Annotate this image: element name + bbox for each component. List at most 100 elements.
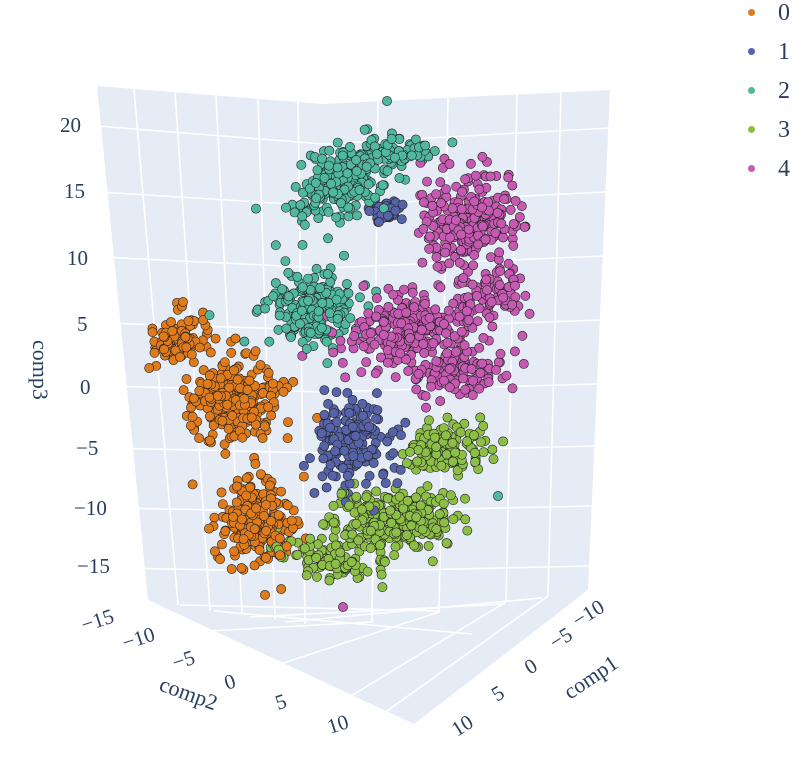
data-point-series-4[interactable] (477, 202, 487, 213)
data-point-series-0[interactable] (251, 503, 261, 514)
data-point-series-2[interactable] (386, 133, 397, 144)
data-point-series-4[interactable] (459, 340, 470, 351)
data-point-series-2[interactable] (270, 240, 281, 251)
data-point-series-3[interactable] (488, 454, 499, 464)
data-point-series-3[interactable] (429, 432, 440, 443)
data-point-series-4[interactable] (435, 282, 446, 293)
data-point-series-3[interactable] (441, 449, 452, 460)
data-point-series-4[interactable] (407, 287, 418, 298)
data-point-series-4[interactable] (516, 201, 527, 212)
data-point-series-0[interactable] (226, 347, 237, 358)
data-point-series-3[interactable] (361, 492, 372, 502)
data-point-series-0[interactable] (230, 333, 241, 344)
data-point-series-1[interactable] (342, 470, 353, 481)
data-point-series-2[interactable] (328, 187, 339, 198)
data-point-series-4[interactable] (371, 311, 382, 322)
data-point-series-0[interactable] (259, 511, 269, 521)
data-point-series-0[interactable] (167, 326, 178, 336)
data-point-series-0[interactable] (241, 473, 252, 483)
data-point-series-3[interactable] (362, 566, 373, 577)
data-point-series-3[interactable] (391, 527, 402, 538)
data-point-series-1[interactable] (364, 206, 375, 217)
data-point-series-4[interactable] (503, 258, 514, 269)
data-point-series-3[interactable] (478, 421, 489, 431)
data-point-series-3[interactable] (434, 509, 445, 519)
data-point-series-2[interactable] (370, 192, 380, 203)
data-point-series-4[interactable] (524, 308, 535, 319)
data-point-series-4[interactable] (420, 391, 431, 401)
data-point-series-4[interactable] (510, 346, 520, 357)
data-point-series-0[interactable] (215, 554, 225, 565)
data-point-series-0[interactable] (257, 433, 268, 444)
data-point-series-0[interactable] (159, 344, 169, 355)
data-point-series-2[interactable] (295, 200, 306, 210)
legend-item-2[interactable]: 2 (738, 78, 808, 117)
data-point-series-0[interactable] (288, 376, 299, 387)
data-point-series-4[interactable] (514, 212, 525, 222)
data-point-series-1[interactable] (347, 394, 358, 405)
data-point-series-4[interactable] (507, 299, 518, 310)
data-point-series-0[interactable] (283, 417, 293, 427)
data-point-series-4[interactable] (426, 381, 436, 392)
data-point-series-3[interactable] (447, 437, 458, 448)
data-point-series-1[interactable] (371, 388, 382, 399)
data-point-series-0[interactable] (220, 448, 231, 459)
data-point-series-0[interactable] (217, 499, 228, 509)
data-point-series-3[interactable] (422, 481, 433, 492)
data-point-series-4[interactable] (463, 315, 474, 325)
data-point-series-4[interactable] (390, 372, 401, 382)
data-point-series-4[interactable] (490, 228, 501, 238)
data-point-series-0[interactable] (194, 385, 205, 396)
data-point-series-3[interactable] (498, 436, 508, 447)
data-point-series-1[interactable] (350, 431, 361, 441)
data-point-series-4[interactable] (401, 307, 412, 318)
legend-item-4[interactable]: 4 (738, 156, 808, 195)
data-point-series-0[interactable] (216, 487, 227, 498)
data-point-series-3[interactable] (424, 415, 434, 426)
data-point-series-4[interactable] (361, 357, 372, 367)
data-point-series-1[interactable] (380, 478, 391, 488)
data-point-series-3[interactable] (412, 456, 423, 467)
data-point-series-3[interactable] (438, 498, 449, 509)
data-point-series-2[interactable] (290, 181, 301, 192)
data-point-series-2[interactable] (285, 332, 296, 342)
data-point-series-2[interactable] (321, 336, 332, 347)
data-point-series-0[interactable] (226, 564, 237, 574)
data-point-series-3[interactable] (447, 456, 458, 467)
data-point-series-4[interactable] (338, 602, 348, 612)
data-point-series-2[interactable] (337, 150, 348, 161)
data-point-series-4[interactable] (431, 252, 442, 262)
data-point-series-4[interactable] (518, 358, 529, 369)
data-point-series-3[interactable] (475, 412, 486, 423)
data-point-series-3[interactable] (439, 517, 450, 528)
data-point-series-3[interactable] (462, 436, 472, 447)
data-point-series-4[interactable] (510, 280, 520, 291)
data-point-series-4[interactable] (435, 177, 446, 188)
data-point-series-1[interactable] (304, 453, 315, 464)
data-point-series-0[interactable] (260, 590, 270, 600)
data-point-series-4[interactable] (436, 198, 446, 208)
data-point-series-0[interactable] (264, 480, 275, 491)
data-point-series-2[interactable] (351, 155, 361, 165)
data-point-series-4[interactable] (451, 346, 461, 357)
data-point-series-4[interactable] (470, 170, 481, 181)
data-point-series-4[interactable] (475, 368, 486, 378)
data-point-series-0[interactable] (239, 393, 250, 404)
data-point-series-0[interactable] (158, 331, 169, 342)
data-point-series-4[interactable] (418, 197, 429, 208)
data-point-series-4[interactable] (395, 348, 406, 359)
data-point-series-4[interactable] (382, 345, 393, 356)
data-point-series-4[interactable] (499, 194, 510, 205)
data-point-series-3[interactable] (328, 500, 339, 511)
data-point-series-3[interactable] (423, 541, 434, 551)
data-point-series-4[interactable] (450, 215, 461, 226)
data-point-series-2[interactable] (406, 150, 417, 161)
data-point-series-3[interactable] (344, 500, 355, 511)
data-point-series-4[interactable] (487, 321, 498, 332)
data-point-series-4[interactable] (420, 298, 430, 309)
data-point-series-4[interactable] (477, 221, 488, 232)
data-point-series-4[interactable] (421, 402, 431, 413)
data-point-series-3[interactable] (382, 493, 393, 504)
data-point-series-3[interactable] (394, 491, 405, 502)
data-point-series-1[interactable] (331, 387, 342, 397)
